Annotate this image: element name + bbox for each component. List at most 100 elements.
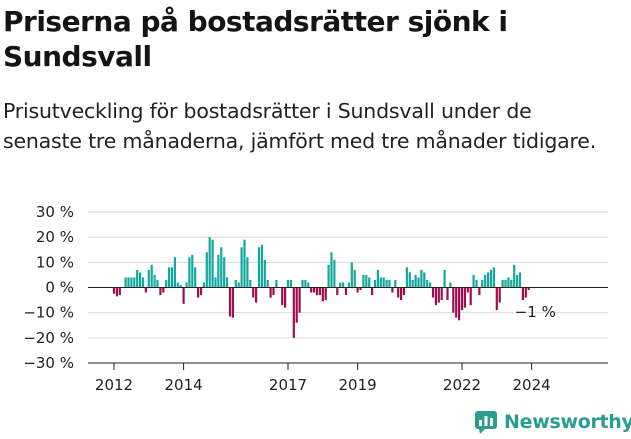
bar (295, 287, 298, 323)
newsworthy-logo: Newsworthy (474, 408, 631, 436)
bar (339, 282, 342, 288)
bar (463, 287, 466, 308)
bar (408, 272, 411, 288)
bar (127, 277, 130, 288)
bar (202, 282, 205, 288)
y-tick-label: 10 % (36, 253, 74, 271)
bar (281, 287, 284, 306)
bar (168, 267, 171, 288)
bar (211, 239, 214, 288)
brand-name: Newsworthy (504, 411, 631, 433)
bar (220, 247, 223, 288)
bar (147, 269, 150, 288)
chart-subtitle: Prisutveckling för bostadsrätter i Sunds… (3, 99, 597, 153)
bar (298, 287, 301, 313)
x-tick-label: 2017 (269, 376, 307, 394)
bar (292, 287, 295, 338)
bar (139, 272, 142, 288)
bar (495, 287, 498, 311)
bar (397, 287, 400, 298)
bar (423, 272, 426, 288)
bar (379, 277, 382, 288)
bar (252, 287, 255, 298)
bar (182, 287, 185, 304)
bar (301, 279, 304, 288)
bar (257, 247, 261, 288)
bar (118, 287, 121, 296)
bar (243, 239, 246, 288)
bar (266, 279, 269, 288)
bar (510, 279, 513, 288)
x-tick-label: 2019 (339, 376, 377, 394)
bar (133, 277, 136, 288)
bar (115, 287, 118, 297)
bar (153, 274, 156, 288)
bar (173, 257, 176, 288)
bar (162, 287, 165, 293)
bar (466, 287, 469, 293)
bar (313, 287, 316, 293)
bar (521, 287, 524, 301)
bar (524, 287, 527, 298)
y-tick-label: 30 % (36, 203, 74, 221)
bar (472, 274, 475, 288)
bar (376, 269, 379, 288)
bar (446, 287, 449, 301)
bar (356, 287, 359, 293)
bar (342, 282, 345, 288)
bar (327, 264, 330, 288)
bar (434, 287, 437, 306)
tick-labels: 30 % 20 % 10 % 0 % −10 % −20 % −30 % 2012 2014 20… (23, 203, 550, 394)
bar (516, 274, 519, 288)
bar (223, 257, 226, 288)
bar (489, 269, 493, 288)
bar (124, 277, 127, 288)
bar (179, 284, 182, 288)
bar (310, 287, 313, 293)
bar (159, 287, 162, 296)
bar-series (112, 237, 530, 338)
y-tick-label: −30 % (23, 354, 74, 372)
bar (429, 282, 432, 288)
bar (371, 287, 374, 296)
bar (455, 287, 458, 318)
bar (330, 252, 333, 288)
y-tick-label: 20 % (36, 228, 74, 246)
bar (362, 274, 365, 288)
y-tick-label: 0 % (45, 279, 74, 297)
y-tick-label: −20 % (23, 329, 74, 347)
bar (324, 287, 327, 301)
bar (112, 287, 116, 294)
bar (420, 269, 423, 288)
bar (527, 287, 530, 291)
bar (388, 279, 391, 288)
bar (284, 287, 287, 308)
bar (307, 282, 310, 288)
bar (289, 279, 292, 288)
bar (382, 277, 385, 288)
bar (150, 264, 153, 288)
y-tick-label: −10 % (23, 304, 74, 322)
bar (414, 274, 417, 288)
bar (391, 287, 394, 293)
latest-value-label: −1 % (515, 303, 556, 321)
bar (318, 287, 321, 296)
bar (411, 279, 414, 288)
chart-title: Priserna på bostadsrätter sjönk i Sundsv… (3, 5, 508, 73)
bar (501, 279, 504, 288)
bar (353, 269, 356, 288)
bar (458, 287, 461, 321)
bar (460, 287, 464, 311)
bar (359, 287, 362, 291)
bar (504, 279, 507, 288)
bar (185, 282, 188, 288)
bar (136, 269, 139, 288)
bar (487, 272, 490, 288)
x-tick-label: 2024 (513, 376, 551, 394)
bar (426, 279, 429, 288)
bar (498, 287, 501, 303)
x-tick-label: 2022 (443, 376, 481, 394)
bar (237, 282, 240, 288)
bar (170, 267, 174, 288)
bar (315, 287, 319, 296)
